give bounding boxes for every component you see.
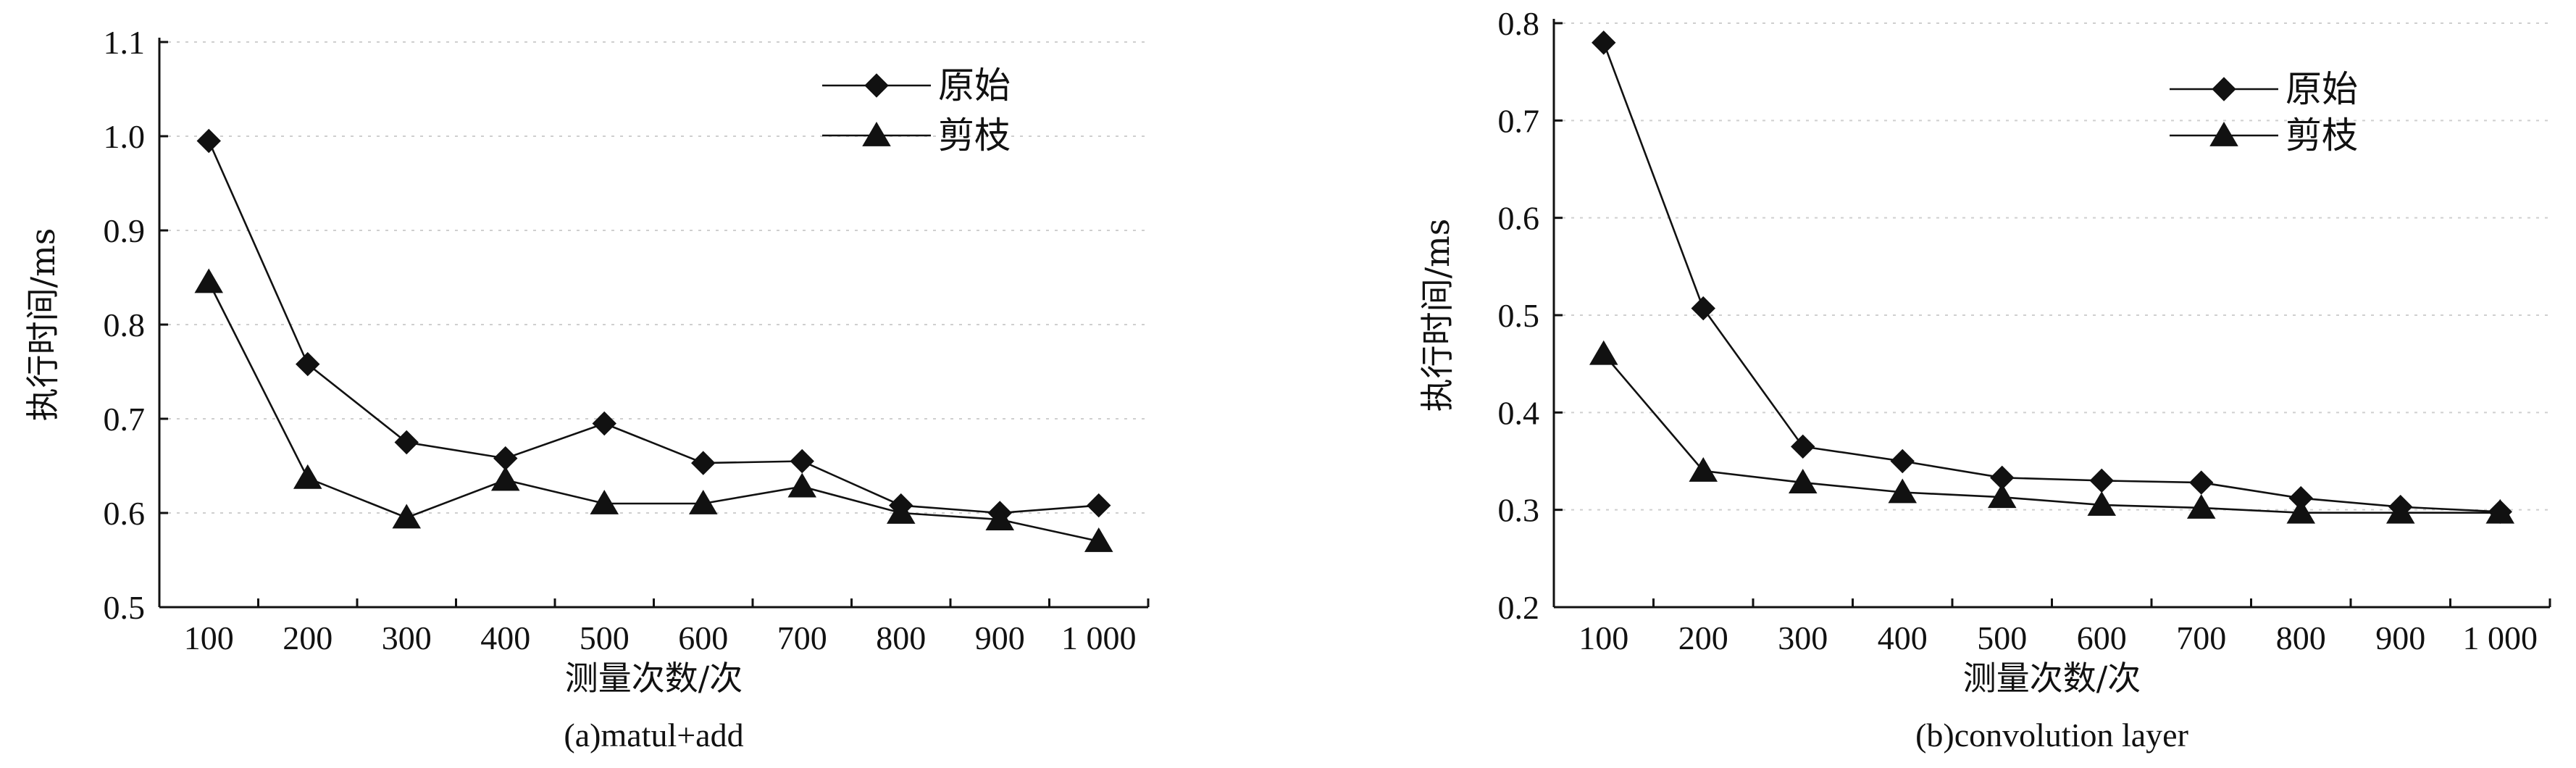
x-tick-label: 300 [382,619,432,656]
data-point-triangle [688,490,718,514]
data-point-diamond [1791,434,1815,459]
y-tick-label: 0.7 [104,401,146,438]
data-point-diamond [592,411,616,436]
data-point-diamond [1890,448,1915,474]
y-tick-label: 0.6 [104,495,146,532]
data-point-diamond [296,351,320,377]
x-tick-label: 100 [184,619,234,656]
data-point-triangle [2186,493,2216,519]
data-point-triangle [1589,340,1618,365]
series-line [208,140,1099,514]
y-tick-label: 0.4 [1498,394,1540,431]
y-axis-title: 执行时间/ms [1418,219,1457,412]
data-point-diamond [691,451,716,475]
y-tick-label: 1.0 [104,118,146,155]
y-tick-label: 0.5 [1498,297,1540,334]
legend-label: 原始 [938,64,1011,107]
y-tick-label: 0.8 [104,306,146,343]
x-tick-label: 400 [480,619,530,656]
legend-marker-triangle [2209,122,2238,146]
data-point-triangle [985,506,1015,530]
chart-panel-b: 0.2 0.3 0.4 0.5 0.6 0.7 0.8 100 200 300 400 500 600 7… [1418,5,2551,754]
data-point-triangle [2286,498,2316,524]
x-tick-label: 600 [2077,619,2127,656]
x-tick-label: 500 [580,619,630,656]
y-axis-title: 执行时间/ms [23,228,62,422]
series-line [1602,42,2501,513]
x-tick-label: 800 [2276,619,2326,656]
x-tick-label: 200 [283,619,333,656]
data-point-triangle [392,504,422,529]
legend-label: 剪枝 [938,114,1011,156]
legend-label: 剪枝 [2286,114,2358,156]
chart-panel-a: 0.5 0.6 0.7 0.8 0.9 1.0 1.1 100 200 300 400 500 600 7… [23,24,1150,754]
data-point-diamond [1592,30,1616,55]
series-line [208,281,1100,543]
x-tick-label: 700 [777,619,827,656]
x-tick-label: 400 [1878,619,1928,656]
data-point-triangle [2485,498,2515,524]
data-point-diamond [394,430,419,455]
y-tick-label: 0.8 [1498,5,1540,42]
data-point-triangle [1788,469,1818,493]
data-point-triangle [2385,498,2415,524]
series-original [196,128,1111,525]
legend-marker-triangle [862,122,891,146]
data-point-triangle [1987,483,2017,509]
y-tick-label: 0.2 [1498,589,1540,626]
x-axis-title: 测量次数/次 [1963,659,2141,698]
x-tick-label: 900 [2375,619,2425,656]
series-pruned [194,268,1113,552]
x-tick-label: 900 [975,619,1025,656]
data-point-triangle [1888,478,1918,504]
x-tick-label: 500 [1977,619,2027,656]
y-tick-label: 0.7 [1498,102,1540,139]
x-axis-title: 测量次数/次 [565,659,743,698]
data-point-triangle [1689,456,1718,482]
x-tick-label: 300 [1778,619,1828,656]
y-tick-label: 0.6 [1498,200,1540,237]
panel-caption: (b)convolution layer [1915,717,2188,754]
data-point-triangle [2087,491,2117,516]
series-original [1592,30,2512,525]
x-tick-label: 1 000 [1061,619,1137,656]
series-pruned [1589,340,2515,524]
series-line [1602,353,2501,514]
legend-marker-diamond [2212,77,2236,101]
x-tick-label: 200 [1678,619,1728,656]
panel-caption: (a)matul+add [564,717,743,754]
data-point-triangle [293,464,322,489]
data-point-triangle [787,472,817,498]
data-point-diamond [196,128,221,154]
x-tick-label: 100 [1578,619,1628,656]
data-point-diamond [1691,296,1715,321]
x-tick-label: 600 [678,619,728,656]
legend-label: 原始 [2286,68,2358,110]
x-tick-label: 800 [876,619,926,656]
data-point-diamond [790,448,814,474]
data-point-triangle [194,268,224,293]
x-tick-label: 700 [2176,619,2226,656]
data-point-diamond [1087,493,1111,518]
x-tick-label: 1 000 [2463,619,2538,656]
data-point-triangle [886,499,916,524]
data-point-triangle [490,466,520,491]
data-point-triangle [590,490,619,514]
legend-marker-diamond [864,73,889,98]
data-point-diamond [2089,468,2114,493]
data-point-diamond [2189,470,2214,495]
y-tick-label: 0.9 [104,212,146,249]
y-tick-label: 0.5 [104,589,146,626]
y-tick-label: 0.3 [1498,492,1540,529]
y-tick-label: 1.1 [104,24,146,61]
data-point-triangle [1084,527,1113,552]
